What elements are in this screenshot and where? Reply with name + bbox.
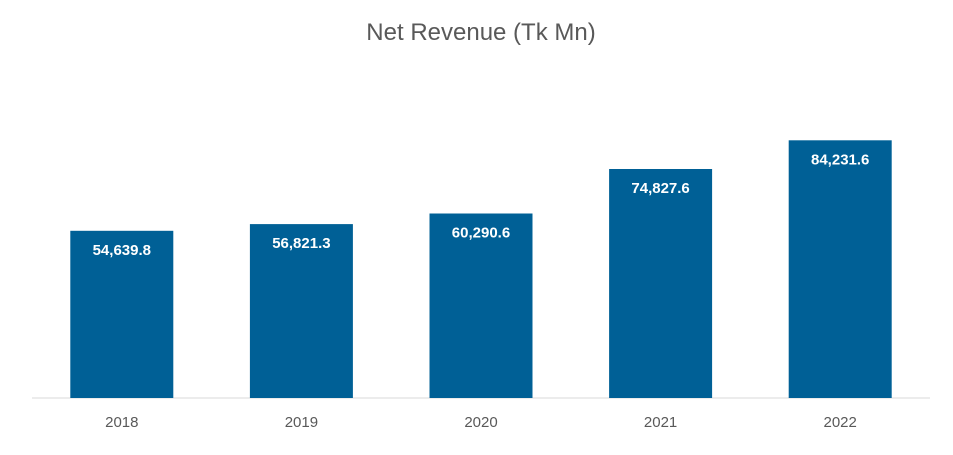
x-tick-label-2021: 2021 bbox=[644, 414, 677, 431]
bar-2020 bbox=[429, 213, 533, 398]
data-label-2019: 56,821.3 bbox=[272, 235, 330, 252]
bars-group bbox=[70, 140, 892, 399]
data-label-2022: 84,231.6 bbox=[811, 151, 869, 168]
x-tick-label-2019: 2019 bbox=[285, 414, 318, 431]
x-tick-label-2020: 2020 bbox=[464, 414, 497, 431]
x-tick-label-2022: 2022 bbox=[824, 414, 857, 431]
bar-2019 bbox=[249, 224, 353, 398]
data-label-2018: 54,639.8 bbox=[93, 242, 151, 259]
bar-2022 bbox=[788, 140, 892, 399]
chart-title: Net Revenue (Tk Mn) bbox=[366, 19, 595, 46]
data-label-2020: 60,290.6 bbox=[452, 225, 510, 242]
bar-2018 bbox=[70, 230, 174, 398]
data-label-2021: 74,827.6 bbox=[631, 180, 689, 197]
bar-2021 bbox=[609, 169, 713, 398]
x-tick-label-2018: 2018 bbox=[105, 414, 138, 431]
data-labels-group: 54,639.8 56,821.3 60,290.6 74,827.6 84,231.6 bbox=[93, 151, 870, 258]
x-tick-labels-group: 2018 2019 2020 2021 2022 bbox=[105, 414, 857, 431]
